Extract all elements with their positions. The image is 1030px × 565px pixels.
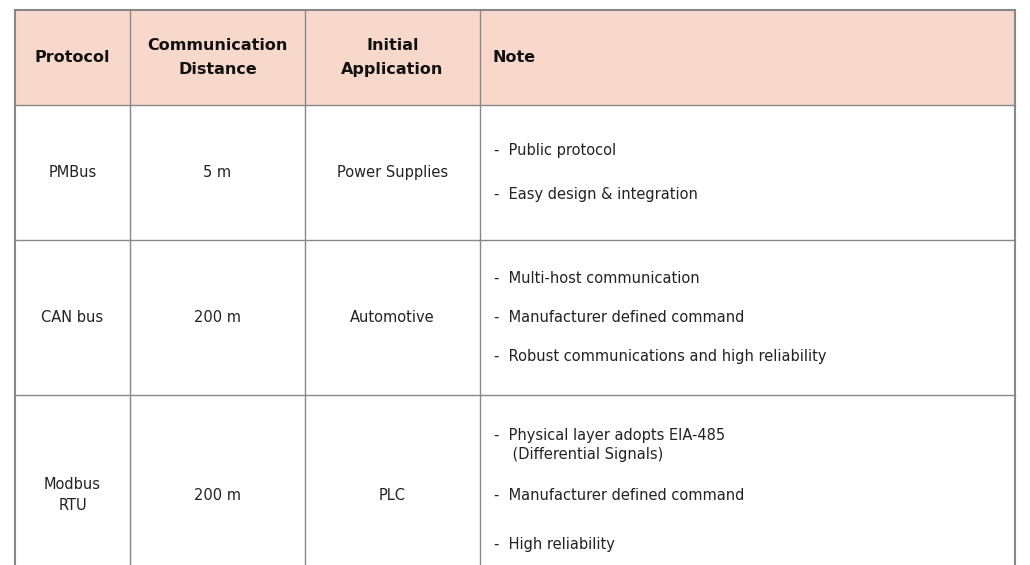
Text: Power Supplies: Power Supplies bbox=[337, 165, 448, 180]
Text: Initial
Application: Initial Application bbox=[341, 38, 444, 77]
Text: Protocol: Protocol bbox=[35, 50, 110, 65]
Text: Automotive: Automotive bbox=[350, 310, 435, 325]
Text: -  Manufacturer defined command: - Manufacturer defined command bbox=[494, 488, 745, 502]
Text: PLC: PLC bbox=[379, 488, 406, 502]
Text: Modbus
RTU: Modbus RTU bbox=[44, 477, 101, 513]
Bar bbox=[15, 10, 1015, 105]
Text: -  Easy design & integration: - Easy design & integration bbox=[494, 188, 698, 202]
Bar bbox=[15, 395, 1015, 565]
Bar bbox=[15, 240, 1015, 395]
Text: -  Multi-host communication: - Multi-host communication bbox=[494, 271, 699, 286]
Text: -  Manufacturer defined command: - Manufacturer defined command bbox=[494, 310, 745, 325]
Text: Communication
Distance: Communication Distance bbox=[147, 38, 287, 77]
Text: -  Physical layer adopts EIA-485
    (Differential Signals): - Physical layer adopts EIA-485 (Differe… bbox=[494, 428, 725, 462]
Text: -  Public protocol: - Public protocol bbox=[494, 142, 616, 158]
Text: Note: Note bbox=[492, 50, 536, 65]
Bar bbox=[15, 105, 1015, 240]
Text: 5 m: 5 m bbox=[204, 165, 232, 180]
Text: CAN bus: CAN bus bbox=[41, 310, 104, 325]
Text: 200 m: 200 m bbox=[194, 310, 241, 325]
Text: 200 m: 200 m bbox=[194, 488, 241, 502]
Text: PMBus: PMBus bbox=[48, 165, 97, 180]
Text: -  High reliability: - High reliability bbox=[494, 537, 615, 553]
Text: -  Robust communications and high reliability: - Robust communications and high reliabi… bbox=[494, 349, 826, 364]
